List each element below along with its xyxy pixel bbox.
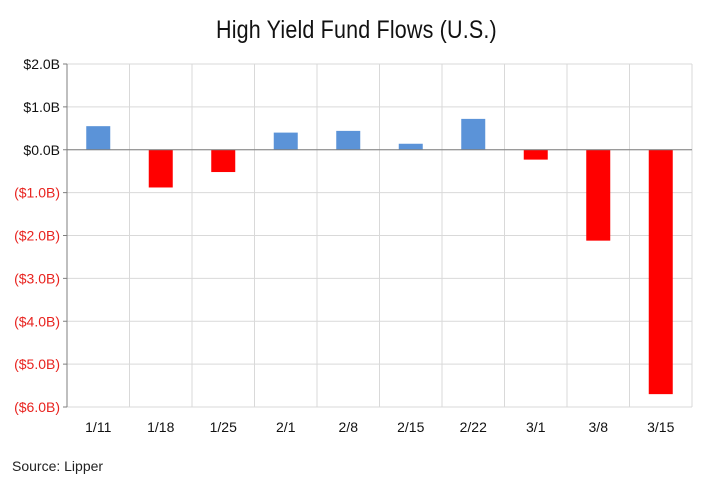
x-tick-label: 2/8 <box>339 419 359 435</box>
x-tick-label: 1/18 <box>147 419 174 435</box>
bar-1-11 <box>86 126 111 150</box>
bar-2-22 <box>461 118 486 150</box>
x-axis-tick-labels: 1/11 1/18 1/25 2/1 2/8 2/15 2/22 3/1 3/8 3/15 <box>85 419 674 435</box>
x-tick-label: 2/1 <box>276 419 296 435</box>
y-tick-label: ($3.0B) <box>14 270 60 286</box>
y-tick-label: ($6.0B) <box>14 399 60 415</box>
bar-1-25 <box>211 149 236 173</box>
y-tick-label: ($2.0B) <box>14 228 60 244</box>
axes <box>63 63 692 408</box>
y-axis-tick-labels: $2.0B $1.0B $0.0B ($1.0B) ($2.0B) ($3.0B) ($4.… <box>14 56 60 415</box>
x-tick-label: 2/22 <box>460 419 487 435</box>
bar-3-8 <box>586 149 611 241</box>
y-tick-label: ($5.0B) <box>14 356 60 372</box>
x-tick-label: 1/25 <box>210 419 237 435</box>
y-tick-label: ($4.0B) <box>14 313 60 329</box>
y-tick-label: ($1.0B) <box>14 185 60 201</box>
bar-2-8 <box>336 130 361 150</box>
bar-2-15 <box>398 143 423 150</box>
bar-3-1 <box>523 149 548 160</box>
bar-2-1 <box>273 132 298 150</box>
bar-1-18 <box>148 149 173 188</box>
y-tick-label: $2.0B <box>23 56 60 72</box>
bars <box>86 118 673 395</box>
y-tick-label: $0.0B <box>23 142 60 158</box>
x-tick-label: 3/1 <box>526 419 546 435</box>
bar-3-15 <box>648 149 673 395</box>
source-note: Source: Lipper <box>12 458 104 474</box>
y-tick-label: $1.0B <box>23 99 60 115</box>
x-tick-label: 3/15 <box>647 419 674 435</box>
x-tick-label: 2/15 <box>397 419 424 435</box>
x-tick-label: 1/11 <box>85 419 111 435</box>
x-tick-label: 3/8 <box>589 419 609 435</box>
chart-title: High Yield Fund Flows (U.S.) <box>216 16 497 44</box>
